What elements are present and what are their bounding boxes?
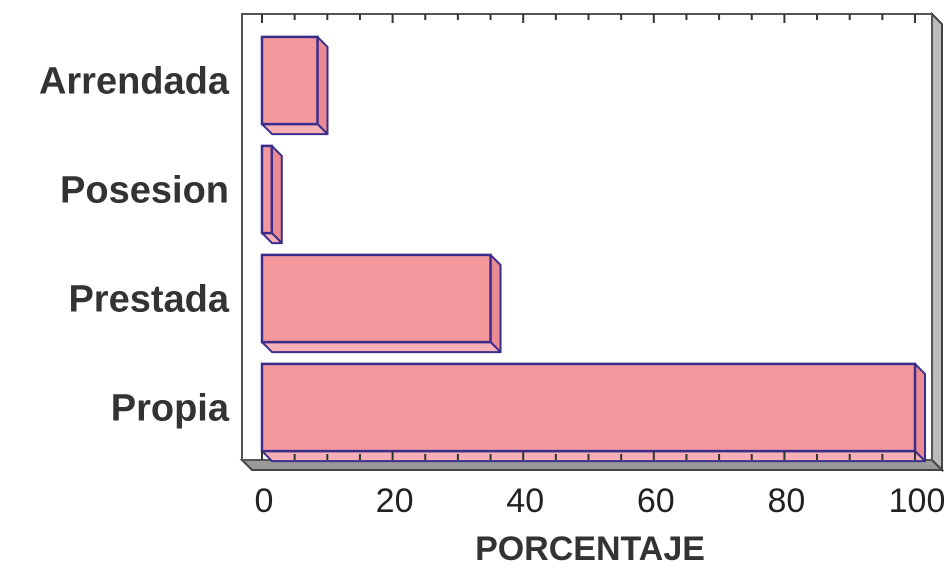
bar-side-face — [316, 35, 329, 136]
x-tick-label: 20 — [376, 482, 414, 520]
category-label: Prestada — [68, 279, 229, 321]
x-tick-label: 80 — [767, 482, 805, 520]
bar-propia — [260, 362, 926, 463]
x-tick-label: 0 — [255, 482, 274, 520]
x-tick-label: 100 — [889, 482, 944, 520]
bar-front-face — [260, 144, 274, 235]
bars — [260, 35, 926, 463]
bar-bottom-face — [261, 450, 926, 463]
bar-bottom-face — [261, 341, 502, 354]
category-label: Propia — [111, 388, 230, 430]
category-label: Posesion — [60, 170, 229, 212]
bar-front-face — [260, 362, 917, 453]
bar-posesion — [260, 144, 283, 245]
bar-side-face — [914, 362, 926, 463]
x-axis-ticks: 0 20 40 60 80 100 — [255, 14, 944, 520]
bar-arrendada — [260, 35, 329, 136]
x-axis-title: PORCENTAJE — [475, 530, 705, 568]
bar-front-face — [260, 35, 319, 126]
bar-side-face — [270, 144, 283, 245]
bar-prestada — [260, 253, 502, 354]
category-labels: Arrendada Posesion Prestada Propia — [39, 61, 230, 430]
category-label: Arrendada — [39, 61, 230, 103]
x-tick-label: 60 — [637, 482, 675, 520]
x-tick-label: 40 — [506, 482, 544, 520]
bar-bottom-face — [261, 123, 329, 136]
bar-side-face — [489, 253, 502, 354]
bar-front-face — [260, 253, 492, 344]
right-wall — [931, 11, 943, 473]
